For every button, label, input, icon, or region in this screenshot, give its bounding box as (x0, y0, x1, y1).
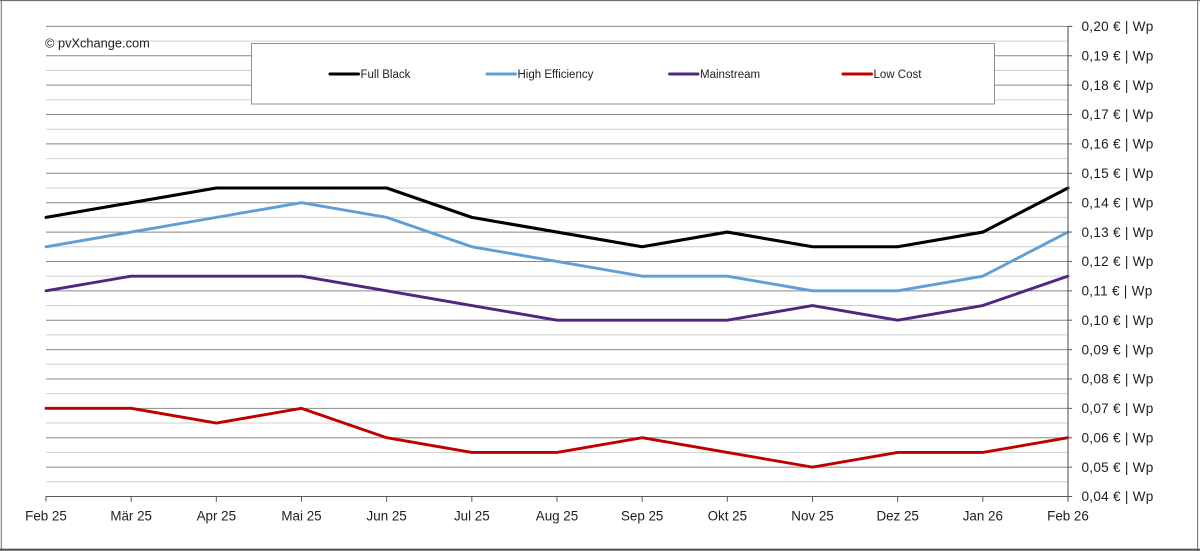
svg-text:Jan 26: Jan 26 (963, 509, 1003, 524)
svg-text:Feb 26: Feb 26 (1047, 509, 1089, 524)
svg-text:Full Black: Full Black (361, 69, 411, 81)
svg-text:High Efficiency: High Efficiency (518, 69, 594, 81)
svg-text:0,11 € | Wp: 0,11 € | Wp (1082, 284, 1153, 299)
svg-text:Jul 25: Jul 25 (454, 509, 490, 524)
svg-text:© pvXchange.com: © pvXchange.com (45, 36, 150, 51)
svg-text:Jun 25: Jun 25 (367, 509, 407, 524)
svg-text:0,15 € | Wp: 0,15 € | Wp (1082, 166, 1154, 181)
svg-text:0,19 € | Wp: 0,19 € | Wp (1082, 48, 1154, 63)
svg-text:0,16 € | Wp: 0,16 € | Wp (1082, 137, 1154, 152)
svg-text:0,05 € | Wp: 0,05 € | Wp (1082, 460, 1154, 475)
svg-text:0,18 € | Wp: 0,18 € | Wp (1082, 78, 1154, 93)
svg-text:Mainstream: Mainstream (700, 69, 760, 81)
svg-text:0,13 € | Wp: 0,13 € | Wp (1082, 225, 1154, 240)
svg-text:Mär 25: Mär 25 (110, 509, 152, 524)
svg-text:0,09 € | Wp: 0,09 € | Wp (1082, 342, 1154, 357)
svg-text:0,14 € | Wp: 0,14 € | Wp (1082, 195, 1154, 210)
svg-text:Aug 25: Aug 25 (536, 509, 578, 524)
svg-text:Apr 25: Apr 25 (197, 509, 236, 524)
svg-text:Mai 25: Mai 25 (281, 509, 321, 524)
svg-text:0,10 € | Wp: 0,10 € | Wp (1082, 313, 1154, 328)
svg-text:0,12 € | Wp: 0,12 € | Wp (1082, 254, 1154, 269)
svg-text:Sep 25: Sep 25 (621, 509, 663, 524)
svg-text:0,17 € | Wp: 0,17 € | Wp (1082, 107, 1154, 122)
svg-text:0,04 € | Wp: 0,04 € | Wp (1082, 489, 1154, 504)
svg-text:Feb 25: Feb 25 (25, 509, 67, 524)
svg-text:Dez 25: Dez 25 (876, 509, 918, 524)
svg-text:0,06 € | Wp: 0,06 € | Wp (1082, 430, 1154, 445)
svg-text:0,08 € | Wp: 0,08 € | Wp (1082, 372, 1154, 387)
svg-text:Okt 25: Okt 25 (708, 509, 747, 524)
svg-text:0,20 € | Wp: 0,20 € | Wp (1082, 19, 1154, 34)
svg-text:Low Cost: Low Cost (874, 69, 923, 81)
svg-text:Nov 25: Nov 25 (791, 509, 833, 524)
svg-text:0,07 € | Wp: 0,07 € | Wp (1082, 401, 1154, 416)
